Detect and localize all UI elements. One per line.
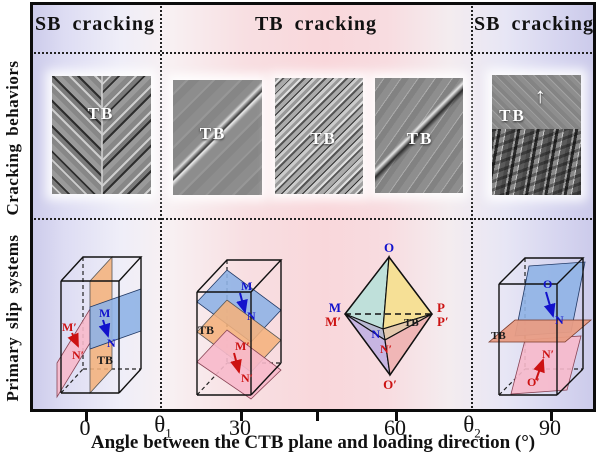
tick-label-theta1: θ1 bbox=[133, 412, 193, 442]
tick-label-30: 30 bbox=[229, 415, 251, 440]
slip-diagram-30deg: M N M′ N′ TB bbox=[196, 259, 283, 400]
label-M: M bbox=[329, 300, 341, 315]
slip-diagram-90deg: O N N′ O′ TB bbox=[487, 257, 593, 396]
plot-background bbox=[30, 2, 596, 412]
label-N-prime: N′ bbox=[542, 347, 554, 361]
tick-90 bbox=[550, 412, 553, 421]
tb-label: TB bbox=[499, 106, 526, 126]
micrograph-90deg-crack-texture bbox=[492, 129, 581, 195]
label-TB: TB bbox=[491, 330, 506, 342]
slip-arrow-red bbox=[67, 332, 79, 348]
label-M: M bbox=[241, 279, 252, 293]
theta2-symbol: θ bbox=[463, 412, 475, 437]
micrograph-0deg-left-texture bbox=[52, 76, 102, 194]
micrograph-0deg-right-texture bbox=[101, 76, 151, 194]
tb-label: TB bbox=[199, 123, 227, 143]
label-N-prime: N′ bbox=[72, 348, 84, 362]
slip-diagram-0deg: M N M′ N′ TB bbox=[56, 255, 143, 399]
tb-label: TB bbox=[87, 104, 115, 124]
label-P: P bbox=[437, 300, 445, 315]
slip-arrow-blue bbox=[236, 292, 248, 314]
label-TB: TB bbox=[198, 323, 214, 337]
label-N: N bbox=[555, 313, 564, 327]
theta2-subscript: 2 bbox=[474, 425, 481, 441]
slip-arrow-blue bbox=[98, 319, 111, 338]
tick-30 bbox=[240, 412, 243, 421]
label-O: O bbox=[384, 240, 394, 255]
theta1-divider-line bbox=[160, 2, 162, 412]
twin-boundary-plane bbox=[487, 319, 593, 343]
micrograph-90deg-top-texture bbox=[492, 75, 581, 129]
label-N-prime: N′ bbox=[241, 371, 253, 385]
theta1-symbol: θ bbox=[154, 412, 166, 437]
label-N: N bbox=[247, 309, 256, 323]
slip-arrow-red bbox=[230, 352, 242, 374]
label-N: N bbox=[371, 327, 380, 341]
slip-arrow-red bbox=[533, 358, 545, 381]
header-divider-line bbox=[30, 52, 596, 54]
tick-0 bbox=[85, 412, 88, 421]
header-tb-cracking: TB cracking bbox=[254, 13, 378, 35]
octahedron-diagram: O M M′ P P′ N N′ TB O′ bbox=[325, 240, 449, 392]
label-N: N bbox=[107, 336, 116, 350]
slip-arrow-blue bbox=[543, 291, 556, 318]
twin-band-seam bbox=[100, 76, 103, 194]
label-M-prime: M′ bbox=[235, 339, 250, 353]
loading-direction-arrow-icon: ↑ bbox=[534, 82, 546, 108]
tb-label: TB bbox=[406, 128, 434, 148]
theta1-subscript: 1 bbox=[165, 425, 172, 441]
micrograph-45deg-a: TB bbox=[275, 78, 363, 194]
tick-label-0: 0 bbox=[79, 415, 91, 440]
micrograph-0deg: TB bbox=[52, 76, 151, 194]
label-N-prime: N′ bbox=[380, 342, 392, 356]
label-TB: TB bbox=[404, 317, 419, 329]
label-O-prime: O′ bbox=[527, 375, 540, 389]
oct-outline bbox=[344, 255, 433, 377]
tick-label-90: 90 bbox=[539, 415, 561, 440]
rows-divider-line bbox=[30, 218, 596, 220]
slip-plane-pink bbox=[510, 335, 582, 395]
label-O-prime: O′ bbox=[383, 377, 397, 392]
label-M-prime: M′ bbox=[62, 320, 77, 334]
header-sb-cracking-left: SB cracking bbox=[35, 13, 155, 35]
box-edges bbox=[498, 257, 585, 396]
tick-45 bbox=[316, 412, 319, 421]
box-edges bbox=[60, 256, 143, 394]
theta2-divider-line bbox=[471, 2, 473, 412]
label-P-prime: P′ bbox=[437, 314, 449, 329]
tick-label-theta2: θ2 bbox=[442, 412, 502, 442]
micrograph-90deg: TB ↑ bbox=[492, 75, 581, 195]
label-TB: TB bbox=[97, 353, 113, 367]
tb-label: TB bbox=[310, 129, 337, 149]
tick-60 bbox=[395, 412, 398, 421]
micrograph-45deg-b: TB bbox=[375, 78, 463, 193]
label-O: O bbox=[543, 277, 552, 291]
box-edges bbox=[196, 259, 283, 396]
row-label-primary-slip-systems: Primary slip systems bbox=[3, 234, 22, 402]
label-M-prime: M′ bbox=[325, 314, 341, 329]
micrograph-30deg: TB bbox=[173, 80, 262, 195]
x-axis-title: Angle between the CTB plane and loading … bbox=[90, 432, 536, 453]
label-M: M bbox=[99, 306, 110, 320]
header-sb-cracking-right: SB cracking bbox=[474, 13, 594, 35]
row-label-cracking-behaviors: Cracking behaviors bbox=[3, 60, 22, 216]
tick-label-60: 60 bbox=[384, 415, 406, 440]
